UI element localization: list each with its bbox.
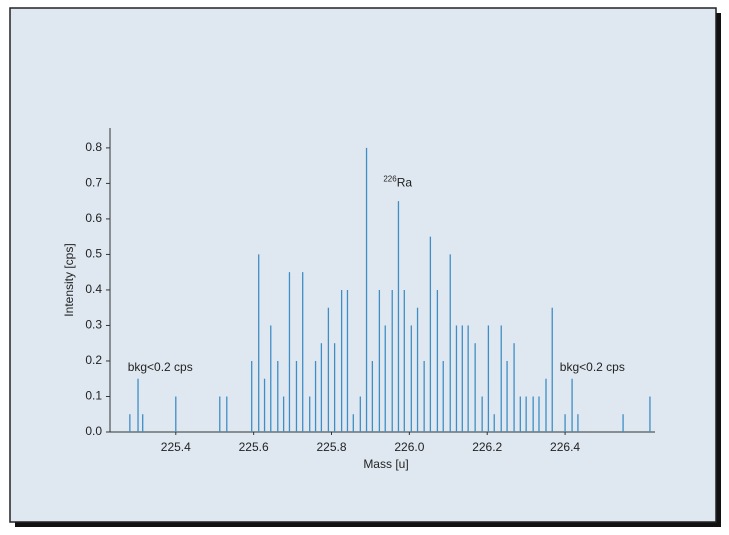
y-tick-label: 0.7 — [85, 176, 102, 190]
x-axis-label: Mass [u] — [363, 457, 408, 471]
annotation: bkg<0.2 cps — [128, 360, 193, 374]
y-tick-label: 0.4 — [85, 282, 102, 296]
y-axis-label: Intensity [cps] — [62, 243, 76, 316]
x-tick-label: 226.4 — [550, 440, 580, 454]
y-tick-label: 0.1 — [85, 389, 102, 403]
y-tick-label: 0.0 — [85, 424, 102, 438]
annotation: bkg<0.2 cps — [560, 360, 625, 374]
annotation-text: bkg<0.2 cps — [560, 360, 625, 374]
y-tick-label: 0.6 — [85, 211, 102, 225]
x-tick-label: 226.2 — [472, 440, 502, 454]
y-tick-label: 0.3 — [85, 318, 102, 332]
annotation-superscript: 226 — [383, 175, 397, 184]
y-tick-label: 0.5 — [85, 247, 102, 261]
panel — [9, 7, 717, 523]
x-tick-label: 225.6 — [239, 440, 269, 454]
annotation-text: Ra — [397, 176, 413, 190]
x-tick-label: 225.4 — [161, 440, 191, 454]
y-tick-label: 0.2 — [85, 353, 102, 367]
x-tick-label: 226.0 — [394, 440, 424, 454]
annotation: 226Ra — [383, 175, 412, 190]
x-tick-label: 225.8 — [316, 440, 346, 454]
y-tick-label: 0.8 — [85, 140, 102, 154]
annotation-text: bkg<0.2 cps — [128, 360, 193, 374]
